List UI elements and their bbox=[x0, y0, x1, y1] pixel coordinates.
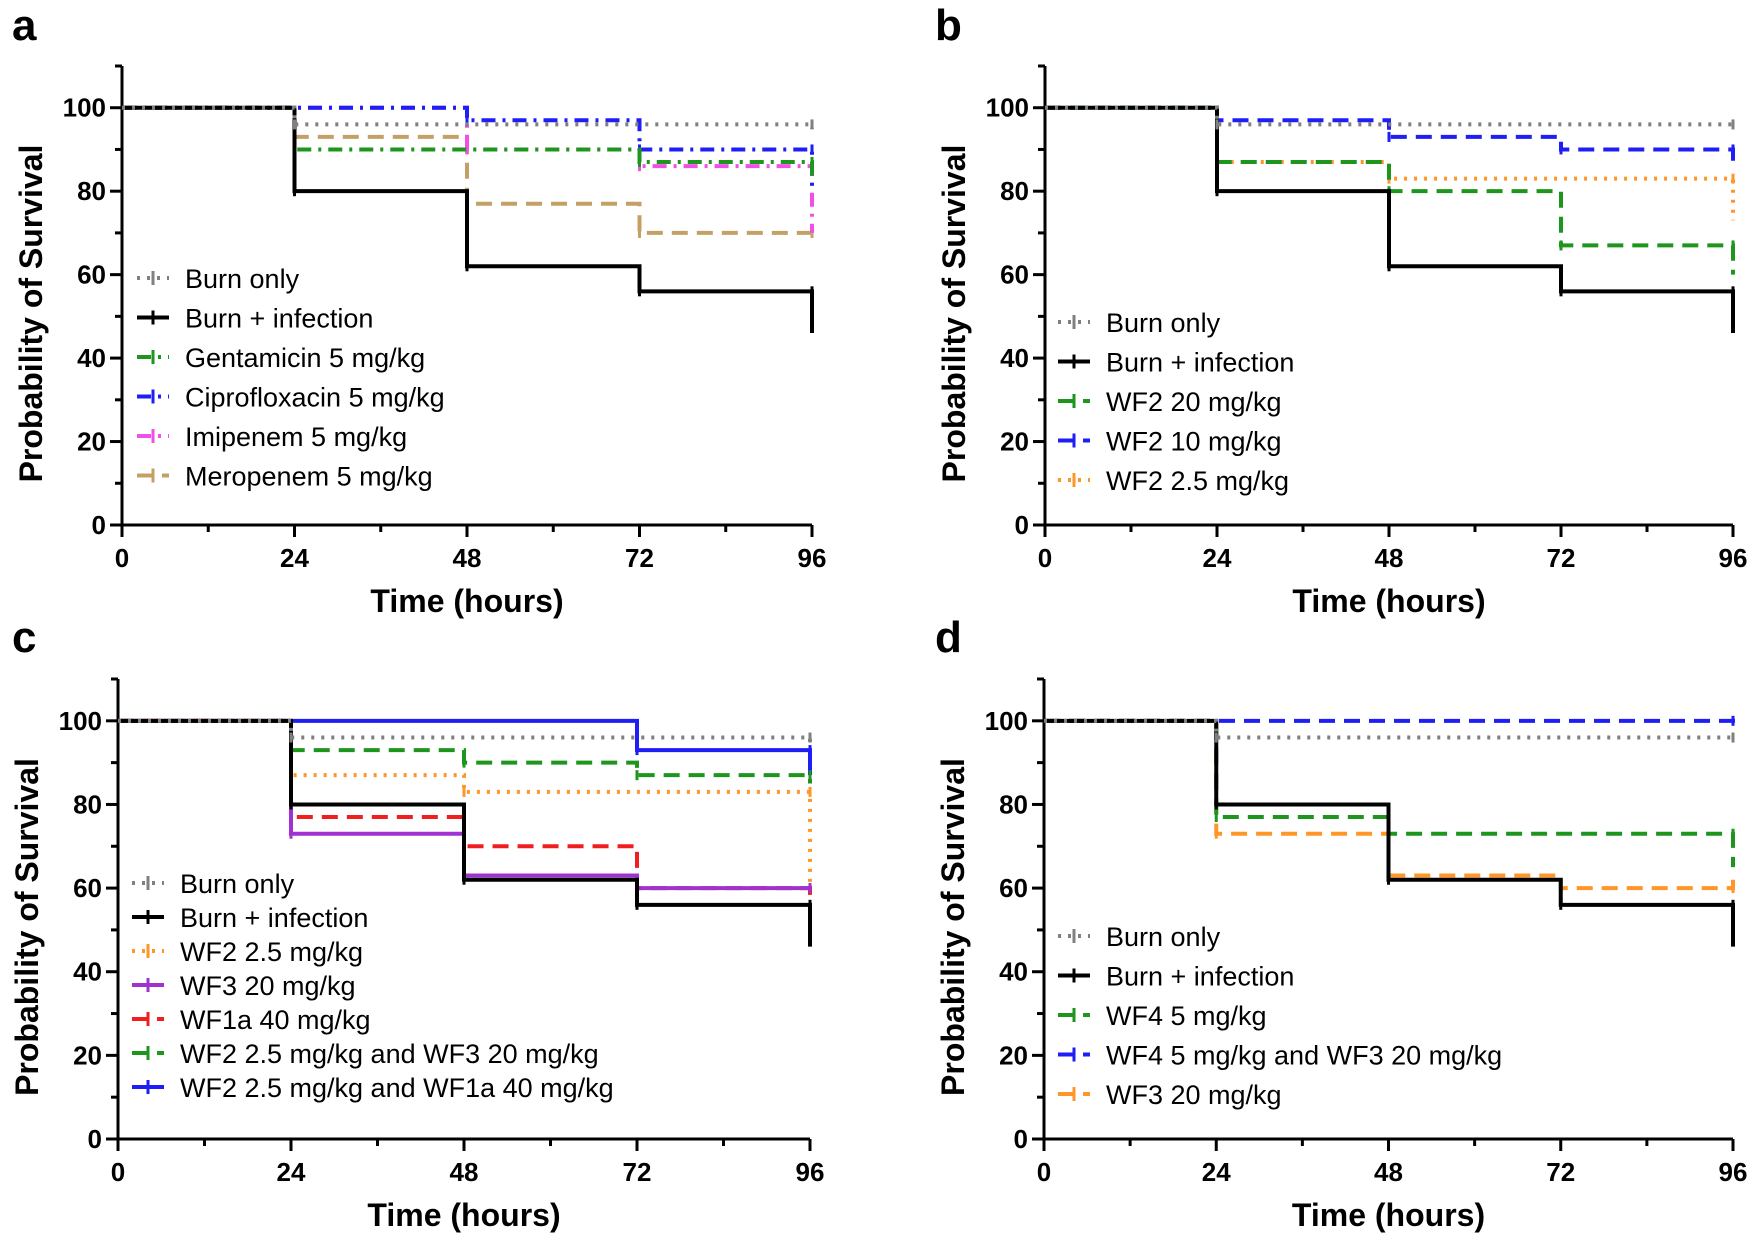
y-axis-title: Probability of Survival bbox=[9, 758, 45, 1096]
x-tick-label: 72 bbox=[1546, 1157, 1575, 1187]
x-tick-label: 96 bbox=[1719, 1157, 1748, 1187]
series-line bbox=[118, 718, 812, 742]
y-tick-label: 40 bbox=[73, 957, 102, 987]
legend-label: Burn + infection bbox=[1106, 348, 1294, 378]
panel-letter: c bbox=[12, 613, 36, 662]
legend-label: WF2 2.5 mg/kg bbox=[180, 937, 363, 967]
panel-letter: a bbox=[12, 1, 37, 50]
y-tick-label: 20 bbox=[73, 1040, 102, 1070]
x-tick-label: 48 bbox=[453, 543, 482, 573]
y-tick-label: 40 bbox=[1000, 343, 1029, 373]
legend-label: Burn + infection bbox=[180, 903, 368, 933]
legend-label: WF2 2.5 mg/kg bbox=[1106, 466, 1289, 496]
x-tick-label: 48 bbox=[1375, 543, 1404, 573]
y-axis-title: Probability of Survival bbox=[935, 758, 971, 1096]
x-axis-title: Time (hours) bbox=[1292, 583, 1485, 619]
x-axis-title: Time (hours) bbox=[370, 583, 563, 619]
y-axis-title: Probability of Survival bbox=[13, 145, 49, 483]
legend-label: WF4 5 mg/kg bbox=[1106, 1001, 1267, 1031]
x-tick-label: 96 bbox=[1719, 543, 1748, 573]
x-tick-label: 24 bbox=[277, 1157, 306, 1187]
legend-label: WF2 2.5 mg/kg and WF1a 40 mg/kg bbox=[180, 1073, 614, 1103]
x-tick-label: 72 bbox=[623, 1157, 652, 1187]
y-axis-title: Probability of Survival bbox=[936, 145, 972, 483]
legend-label: Burn + infection bbox=[185, 304, 373, 334]
x-tick-label: 24 bbox=[280, 543, 309, 573]
y-tick-label: 20 bbox=[1000, 427, 1029, 457]
x-tick-label: 96 bbox=[798, 543, 827, 573]
y-tick-label: 100 bbox=[59, 706, 102, 736]
y-tick-label: 80 bbox=[77, 176, 106, 206]
y-tick-label: 60 bbox=[1000, 260, 1029, 290]
y-tick-label: 40 bbox=[999, 957, 1028, 987]
legend-label: WF4 5 mg/kg and WF3 20 mg/kg bbox=[1106, 1041, 1502, 1071]
y-tick-label: 60 bbox=[77, 260, 106, 290]
legend: Burn only Burn + infection Gentamicin 5 mg… bbox=[137, 264, 445, 492]
legend-label: Burn only bbox=[180, 869, 295, 899]
legend-label: Burn + infection bbox=[1106, 962, 1294, 992]
x-tick-label: 48 bbox=[1374, 1157, 1403, 1187]
y-tick-label: 80 bbox=[1000, 176, 1029, 206]
x-axis-title: Time (hours) bbox=[1292, 1197, 1485, 1233]
y-tick-label: 100 bbox=[986, 93, 1029, 123]
y-tick-label: 0 bbox=[1015, 510, 1029, 540]
y-tick-label: 0 bbox=[88, 1124, 102, 1154]
y-tick-label: 0 bbox=[1014, 1124, 1028, 1154]
legend-label: Burn only bbox=[185, 264, 300, 294]
x-axis-title: Time (hours) bbox=[367, 1197, 560, 1233]
legend: Burn only Burn + infection WF2 20 mg/kg WF2… bbox=[1058, 308, 1294, 496]
x-tick-label: 72 bbox=[625, 543, 654, 573]
x-tick-label: 0 bbox=[115, 543, 129, 573]
legend-label: Imipenem 5 mg/kg bbox=[185, 422, 407, 452]
panel-letter: d bbox=[935, 613, 962, 662]
legend-label: WF2 20 mg/kg bbox=[1106, 387, 1282, 417]
legend-label: WF1a 40 mg/kg bbox=[180, 1005, 371, 1035]
legend-label: Meropenem 5 mg/kg bbox=[185, 462, 433, 492]
panel-letter: b bbox=[935, 1, 962, 50]
legend-label: Ciprofloxacin 5 mg/kg bbox=[185, 383, 445, 413]
legend-label: Gentamicin 5 mg/kg bbox=[185, 343, 425, 373]
series-line bbox=[1044, 718, 1735, 742]
y-tick-label: 0 bbox=[92, 510, 106, 540]
x-tick-label: 0 bbox=[111, 1157, 125, 1187]
series-line bbox=[122, 105, 814, 192]
x-tick-label: 72 bbox=[1547, 543, 1576, 573]
legend-label: WF2 10 mg/kg bbox=[1106, 427, 1282, 457]
series-line bbox=[1044, 718, 1735, 947]
series-line bbox=[1045, 105, 1735, 129]
x-tick-label: 96 bbox=[796, 1157, 825, 1187]
y-tick-label: 60 bbox=[73, 873, 102, 903]
y-tick-label: 20 bbox=[999, 1040, 1028, 1070]
x-tick-label: 24 bbox=[1202, 1157, 1231, 1187]
y-tick-label: 100 bbox=[63, 93, 106, 123]
x-tick-label: 0 bbox=[1038, 543, 1052, 573]
series-group bbox=[1045, 105, 1735, 334]
legend: Burn only Burn + infection WF2 2.5 mg/kg WF… bbox=[132, 869, 614, 1103]
legend: Burn only Burn + infection WF4 5 mg/kg WF4 … bbox=[1058, 922, 1502, 1110]
legend-label: Burn only bbox=[1106, 308, 1221, 338]
y-tick-label: 40 bbox=[77, 343, 106, 373]
legend-label: WF3 20 mg/kg bbox=[1106, 1080, 1282, 1110]
panel-d: d 0 20 40 60 80 100 0 24 48 72 96 Time (hours) Probab… bbox=[935, 613, 1747, 1233]
legend-label: WF3 20 mg/kg bbox=[180, 971, 356, 1001]
legend-label: WF2 2.5 mg/kg and WF3 20 mg/kg bbox=[180, 1039, 599, 1069]
y-tick-label: 80 bbox=[73, 789, 102, 819]
panel-b: b 0 20 40 60 80 100 0 24 48 72 96 Time (hours) Probab… bbox=[935, 1, 1747, 619]
series-group bbox=[1044, 712, 1735, 947]
y-tick-label: 60 bbox=[999, 873, 1028, 903]
x-tick-label: 0 bbox=[1037, 1157, 1051, 1187]
panel-c: c 0 20 40 60 80 100 0 24 48 72 96 Time (hours) Probab… bbox=[9, 613, 824, 1233]
y-tick-label: 100 bbox=[985, 706, 1028, 736]
series-group bbox=[118, 718, 812, 947]
x-tick-label: 24 bbox=[1203, 543, 1232, 573]
legend-label: Burn only bbox=[1106, 922, 1221, 952]
x-tick-label: 48 bbox=[450, 1157, 479, 1187]
panel-a: a 0 20 40 60 80 100 0 24 48 72 96 Time (hours) Probab… bbox=[12, 1, 826, 619]
y-tick-label: 80 bbox=[999, 789, 1028, 819]
series-group bbox=[122, 105, 814, 334]
y-tick-label: 20 bbox=[77, 427, 106, 457]
